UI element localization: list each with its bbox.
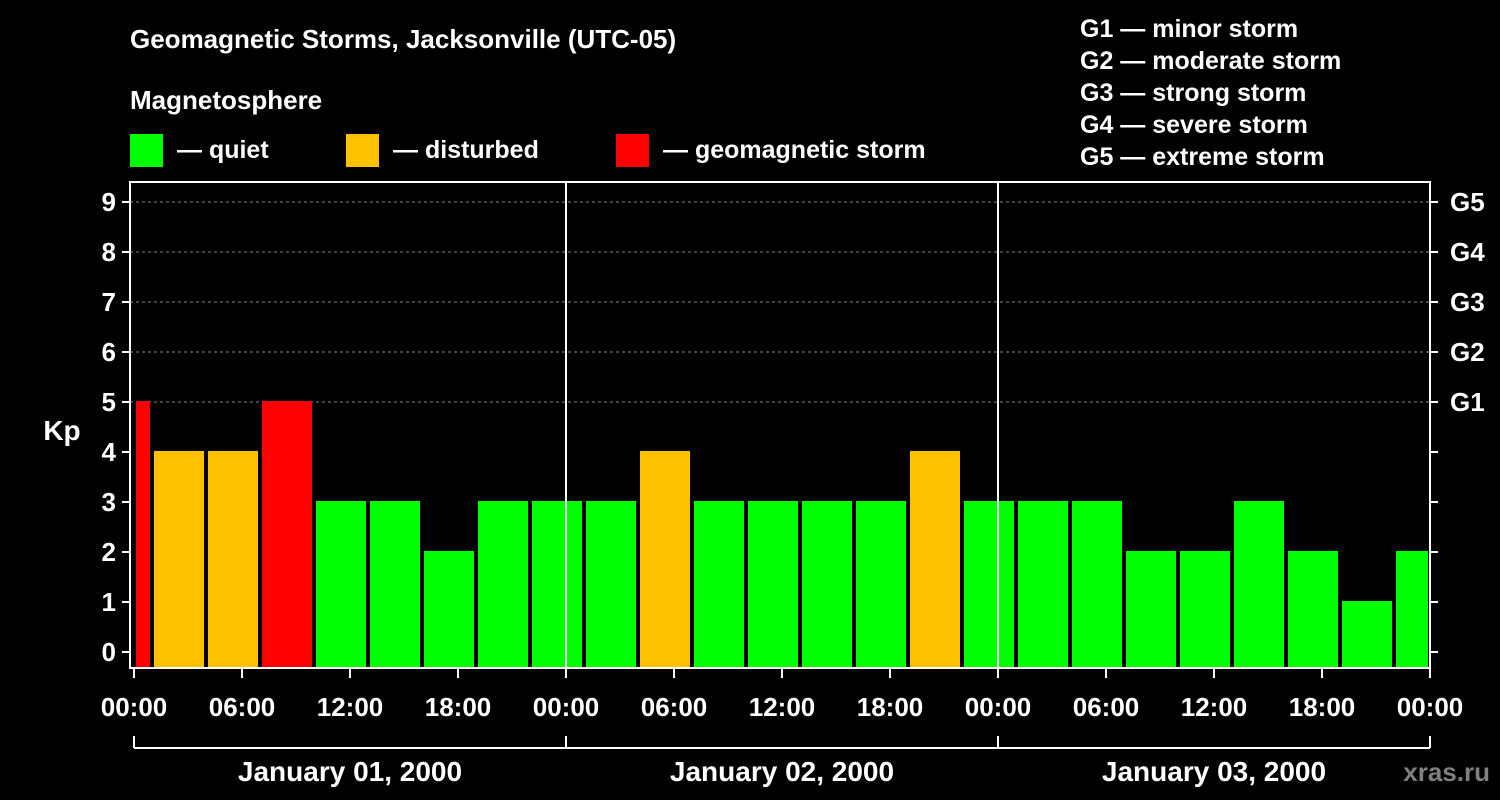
g-tick-label-g5: G5	[1450, 187, 1485, 217]
bar-14	[856, 501, 906, 667]
x-tick-labels: 00:00 06:00 12:00 18:00 00:00 06:00 12:00 18:00…	[101, 692, 1464, 722]
y-tick-label-7: 7	[102, 287, 116, 317]
x-tick-label-12: 00:00	[1397, 692, 1464, 722]
g-tick-label-g3: G3	[1450, 287, 1485, 317]
day-label-3: January 03, 2000	[1102, 756, 1326, 787]
bar-8	[532, 501, 582, 667]
bar-21	[1234, 501, 1284, 667]
y-tick-label-9: 9	[102, 187, 116, 217]
x-tick-label-3: 18:00	[425, 692, 492, 722]
y-tick-label-2: 2	[102, 537, 116, 567]
y-tick-label-0: 0	[102, 637, 116, 667]
bar-0	[136, 401, 150, 667]
y-tick-label-8: 8	[102, 237, 116, 267]
bar-2	[208, 451, 258, 667]
g-scale-legend: G1 — minor storm G2 — moderate storm G3 …	[1080, 15, 1341, 171]
bar-1	[154, 451, 204, 667]
bar-3	[262, 401, 312, 667]
g-scale-item-g5: G5 — extreme storm	[1080, 143, 1325, 171]
y-tick-label-6: 6	[102, 337, 116, 367]
y-tick-label-4: 4	[102, 437, 117, 467]
bar-20	[1180, 551, 1230, 667]
x-tick-label-7: 18:00	[857, 692, 924, 722]
g-tick-label-g2: G2	[1450, 337, 1485, 367]
x-tick-label-11: 18:00	[1289, 692, 1356, 722]
bar-13	[802, 501, 852, 667]
grid-lines	[130, 201, 1430, 403]
chart-subtitle: Magnetosphere	[130, 85, 322, 115]
x-tick-label-4: 00:00	[533, 692, 600, 722]
bar-10	[640, 451, 690, 667]
bar-11	[694, 501, 744, 667]
legend-label-disturbed: — disturbed	[393, 136, 539, 164]
x-tick-label-9: 06:00	[1073, 692, 1140, 722]
legend-label-quiet: — quiet	[177, 136, 269, 164]
x-tick-label-2: 12:00	[317, 692, 384, 722]
g-tick-labels: G1 G2 G3 G4 G5	[1450, 187, 1485, 417]
day-label-1: January 01, 2000	[238, 756, 462, 787]
y-axis-label: Kp	[43, 415, 80, 446]
bar-18	[1072, 501, 1122, 667]
bar-4	[316, 501, 366, 667]
legend-swatch-disturbed	[346, 134, 379, 167]
y-tick-label-1: 1	[102, 587, 116, 617]
bar-9	[586, 501, 636, 667]
bars	[136, 401, 1428, 667]
y-tick-labels: 0 1 2 3 4 5 6 7 8 9	[102, 187, 117, 667]
plot-frame	[129, 181, 1431, 669]
x-tick-label-1: 06:00	[209, 692, 276, 722]
bar-7	[478, 501, 528, 667]
x-tick-label-6: 12:00	[749, 692, 816, 722]
g-scale-item-g2: G2 — moderate storm	[1080, 47, 1341, 75]
g-tick-label-g4: G4	[1450, 237, 1485, 267]
x-tick-label-10: 12:00	[1181, 692, 1248, 722]
legend-label-storm: — geomagnetic storm	[663, 136, 926, 164]
g-scale-item-g1: G1 — minor storm	[1080, 15, 1298, 43]
y-tick-label-3: 3	[102, 487, 116, 517]
bar-24	[1396, 551, 1428, 667]
bar-6	[424, 551, 474, 667]
x-tick-label-0: 00:00	[101, 692, 168, 722]
bar-12	[748, 501, 798, 667]
x-tick-label-5: 06:00	[641, 692, 708, 722]
g-tick-label-g1: G1	[1450, 387, 1485, 417]
bar-19	[1126, 551, 1176, 667]
legend: — quiet — disturbed — geomagnetic storm	[130, 134, 926, 167]
day-label-2: January 02, 2000	[670, 756, 894, 787]
legend-swatch-storm	[616, 134, 649, 167]
bar-15	[910, 451, 960, 667]
bar-16	[964, 501, 1014, 667]
x-tick-label-8: 00:00	[965, 692, 1032, 722]
y-tick-label-5: 5	[102, 387, 116, 417]
bar-17	[1018, 501, 1068, 667]
bar-5	[370, 501, 420, 667]
axes	[122, 181, 1438, 678]
g-scale-item-g4: G4 — severe storm	[1080, 111, 1308, 139]
g-scale-item-g3: G3 — strong storm	[1080, 79, 1306, 107]
watermark: xras.ru	[1403, 757, 1490, 787]
day-labels: January 01, 2000 January 02, 2000 January …	[133, 736, 1431, 787]
bar-22	[1288, 551, 1338, 667]
bar-23	[1342, 601, 1392, 667]
legend-swatch-quiet	[130, 134, 163, 167]
chart-title: Geomagnetic Storms, Jacksonville (UTC-05…	[130, 24, 676, 54]
